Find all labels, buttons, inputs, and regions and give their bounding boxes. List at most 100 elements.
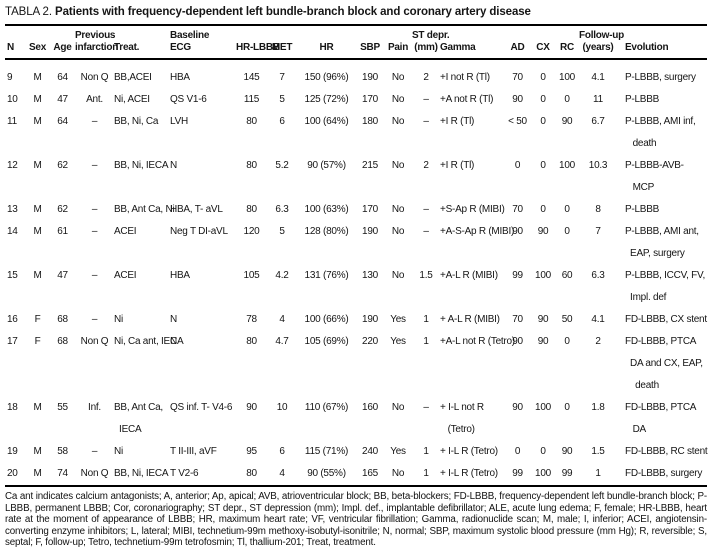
table-cell: FD-LBBB, surgery	[625, 468, 703, 479]
table-cell: P-LBBB	[625, 204, 660, 215]
table-cell: –	[91, 204, 98, 215]
table-cell: 4.1	[591, 314, 605, 325]
table-cell: 165	[362, 468, 378, 479]
patients-table: N Sex Age Previous infarction Treat. Baseline…	[5, 24, 708, 487]
table-row: 15 M 47 – ACEI HBA 105 4.2 131 (76%) 130 No 1.5 +A-L…	[5, 265, 707, 309]
table-cell: 68	[57, 314, 68, 325]
table-cell: 90	[246, 402, 257, 413]
table-cell: + I-L R (Tetro)	[440, 468, 498, 479]
table-cell: LVH	[170, 116, 188, 127]
table-cell: + A-L R (MIBI)	[440, 314, 500, 325]
table-cell: 100 (64%)	[304, 116, 349, 127]
table-cell: 78	[246, 314, 257, 325]
table-footnote: Ca ant indicates calcium antagonists; A,…	[5, 491, 707, 549]
table-cell: No	[391, 160, 405, 171]
table-cell: 80	[246, 116, 257, 127]
table-cell: 5	[279, 226, 285, 237]
table-cell: P-LBBB-AVB- MCP	[625, 160, 684, 193]
table-cell: FD-LBBB, PTCA DA	[625, 402, 697, 435]
table-cell: 100	[559, 72, 575, 83]
column-header: HR	[297, 25, 356, 60]
table-cell: 6	[279, 446, 285, 457]
column-header: CX	[531, 25, 555, 60]
table-cell: 4	[279, 314, 285, 325]
table-cell: 18	[7, 402, 18, 413]
table-cell: 60	[561, 270, 573, 281]
table-cell: 5.2	[275, 160, 289, 171]
table-cell: 0	[564, 226, 570, 237]
table-cell: +A not R (Tl)	[440, 94, 494, 105]
table-cell: 0	[514, 160, 521, 171]
table-cell: –	[91, 270, 98, 281]
table-cell: 115 (71%)	[304, 446, 349, 457]
column-header: Previous infarction	[75, 25, 118, 60]
table-row: 17 F 68 Non Q Ni, Ca ant, IECA N 80 4.7 105 (69%…	[5, 331, 707, 397]
table-header: N Sex Age Previous infarction Treat. Baseline…	[5, 25, 707, 60]
table-cell: –	[91, 226, 98, 237]
table-cell: 130	[362, 270, 378, 281]
table-cell: +A-L not R (Tetro)	[440, 336, 515, 347]
table-cell: –	[91, 160, 98, 171]
column-header: ST depr. (mm)	[412, 25, 450, 60]
table-cell: 1	[423, 314, 429, 325]
table-cell: 215	[362, 160, 378, 171]
table-cell: 0	[564, 336, 570, 347]
table-cell: No	[391, 72, 405, 83]
table-cell: 80	[246, 204, 257, 215]
table-cell: 1.8	[591, 402, 605, 413]
table-title: TABLA 2. Patients with frequency-depende…	[5, 2, 707, 24]
table-cell: 0	[540, 72, 546, 83]
table-cell: N	[170, 160, 177, 171]
table-cell: BB,ACEI	[114, 72, 152, 83]
table-row: 16 F 68 – Ni N 78 4 100 (66%) 190 Yes 1 + A-L R (MIB…	[5, 309, 707, 331]
table-cell: 4	[279, 468, 285, 479]
table-cell: T V2-6	[170, 468, 199, 479]
table-cell: 190	[362, 226, 378, 237]
table-cell: 1.5	[591, 446, 605, 457]
table-cell: 62	[57, 160, 68, 171]
table-cell: P-LBBB, AMI inf, death	[625, 116, 696, 149]
table-row: 9 M 64 Non Q BB,ACEI HBA 145 7 150 (96%) 190 No 2 +I…	[5, 59, 707, 89]
table-cell: Yes	[390, 336, 406, 347]
table-cell: 70	[512, 72, 523, 83]
table-cell: Ni, ACEI	[114, 94, 150, 105]
table-cell: 47	[57, 270, 68, 281]
column-header: Pain	[384, 25, 412, 60]
table-cell: 1	[595, 468, 601, 479]
table-cell: 115	[243, 94, 260, 105]
table-cell: 4.7	[275, 336, 289, 347]
table-cell: 170	[362, 204, 378, 215]
table-cell: 0	[540, 116, 546, 127]
table-cell: 100	[535, 468, 551, 479]
table-cell: M	[33, 446, 42, 457]
table-cell: 150 (96%)	[304, 72, 349, 83]
table-cell: 90	[512, 94, 523, 105]
table-cell: 1	[423, 468, 429, 479]
table-cell: 105 (69%)	[304, 336, 349, 347]
table-cell: N	[170, 336, 177, 347]
table-cell: BB, Ni, Ca	[114, 116, 159, 127]
table-cell: 6.3	[275, 204, 289, 215]
table-cell: ACEI	[114, 226, 137, 237]
table-cell: HBA, T- aVL	[170, 204, 223, 215]
table-row: 14 M 61 – ACEI Neg T DI-aVL 120 5 128 (80%) 190 No…	[5, 221, 707, 265]
table-row: 13 M 62– BB, Ant Ca, Ni HBA, T- aVL 80 6.3 100 …	[5, 199, 707, 221]
table-cell: 160	[362, 402, 378, 413]
table-cell: +I R (Tl)	[440, 116, 475, 127]
table-cell: 1	[423, 336, 429, 347]
table-cell: Yes	[390, 314, 406, 325]
table-cell: 12	[7, 160, 18, 171]
table-cell: 10	[276, 402, 288, 413]
table-cell: 80	[246, 160, 257, 171]
table-cell: M	[33, 226, 42, 237]
table-cell: P-LBBB	[625, 94, 660, 105]
table-cell: Non Q	[80, 468, 109, 479]
table-row: 10 M 47 Ant. Ni, ACEI QS V1-6 115 5 125 (72%) 170…	[5, 89, 707, 111]
table-cell: 220	[362, 336, 378, 347]
table-cell: M	[33, 204, 42, 215]
table-cell: 4.2	[275, 270, 289, 281]
table-cell: 80	[246, 336, 257, 347]
table-cell: 11	[593, 94, 603, 105]
table-cell: 90 (57%)	[307, 160, 346, 171]
